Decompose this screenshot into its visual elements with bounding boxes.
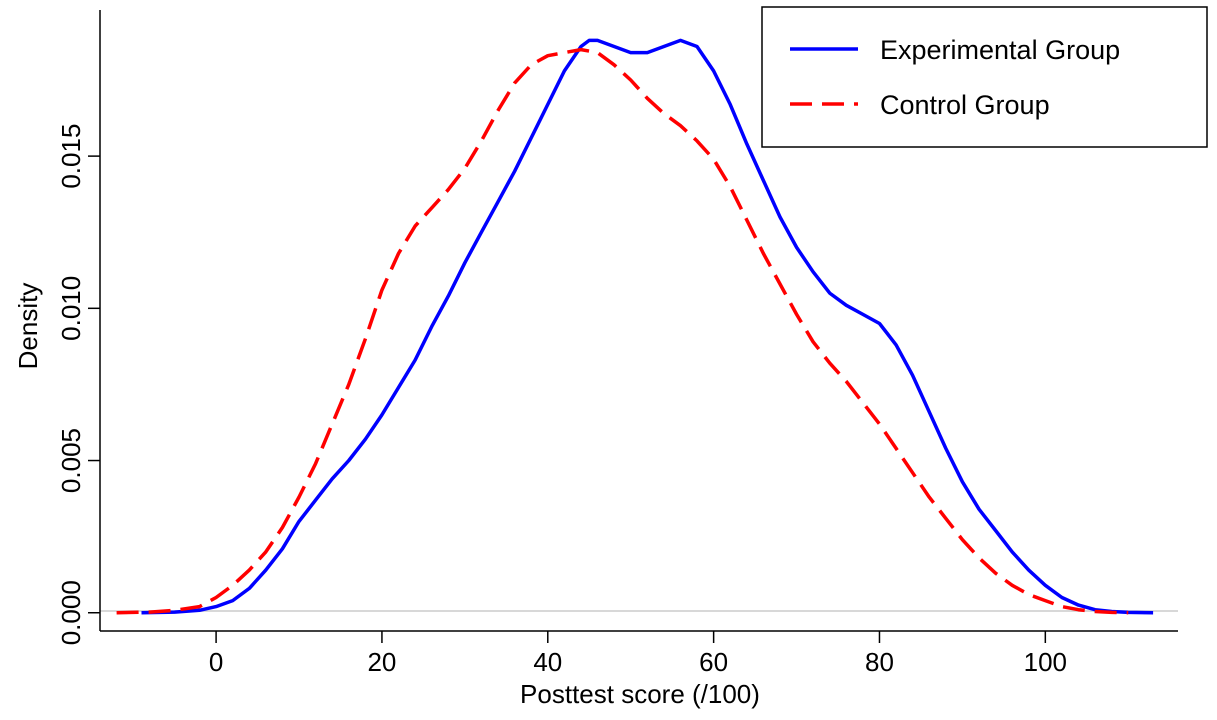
legend-box <box>761 6 1208 148</box>
x-tick-label: 60 <box>699 647 728 677</box>
legend: Experimental Group Control Group <box>761 6 1208 148</box>
series-layer <box>116 38 1154 615</box>
legend-label-control: Control Group <box>880 90 1050 120</box>
x-tick-label: 20 <box>367 647 396 677</box>
x-tick-label: 100 <box>1024 647 1067 677</box>
x-tick-label: 80 <box>865 647 894 677</box>
y-tick-label: 0.000 <box>56 580 86 645</box>
x-tick-label: 0 <box>209 647 223 677</box>
x-axis-ticks: 0 20 40 60 80 100 <box>209 631 1067 677</box>
y-tick-label: 0.005 <box>56 428 86 493</box>
legend-label-experimental: Experimental Group <box>880 35 1120 65</box>
y-tick-label: 0.010 <box>56 276 86 341</box>
series-line-experimental-group <box>141 38 1154 615</box>
y-axis-title: Density <box>13 283 43 370</box>
y-axis-ticks: 0.000 0.005 0.010 0.015 <box>56 124 100 645</box>
x-tick-label: 40 <box>533 647 562 677</box>
x-axis-title: Posttest score (/100) <box>520 679 760 709</box>
y-tick-label: 0.015 <box>56 124 86 189</box>
series-line-control-group <box>116 47 1129 615</box>
